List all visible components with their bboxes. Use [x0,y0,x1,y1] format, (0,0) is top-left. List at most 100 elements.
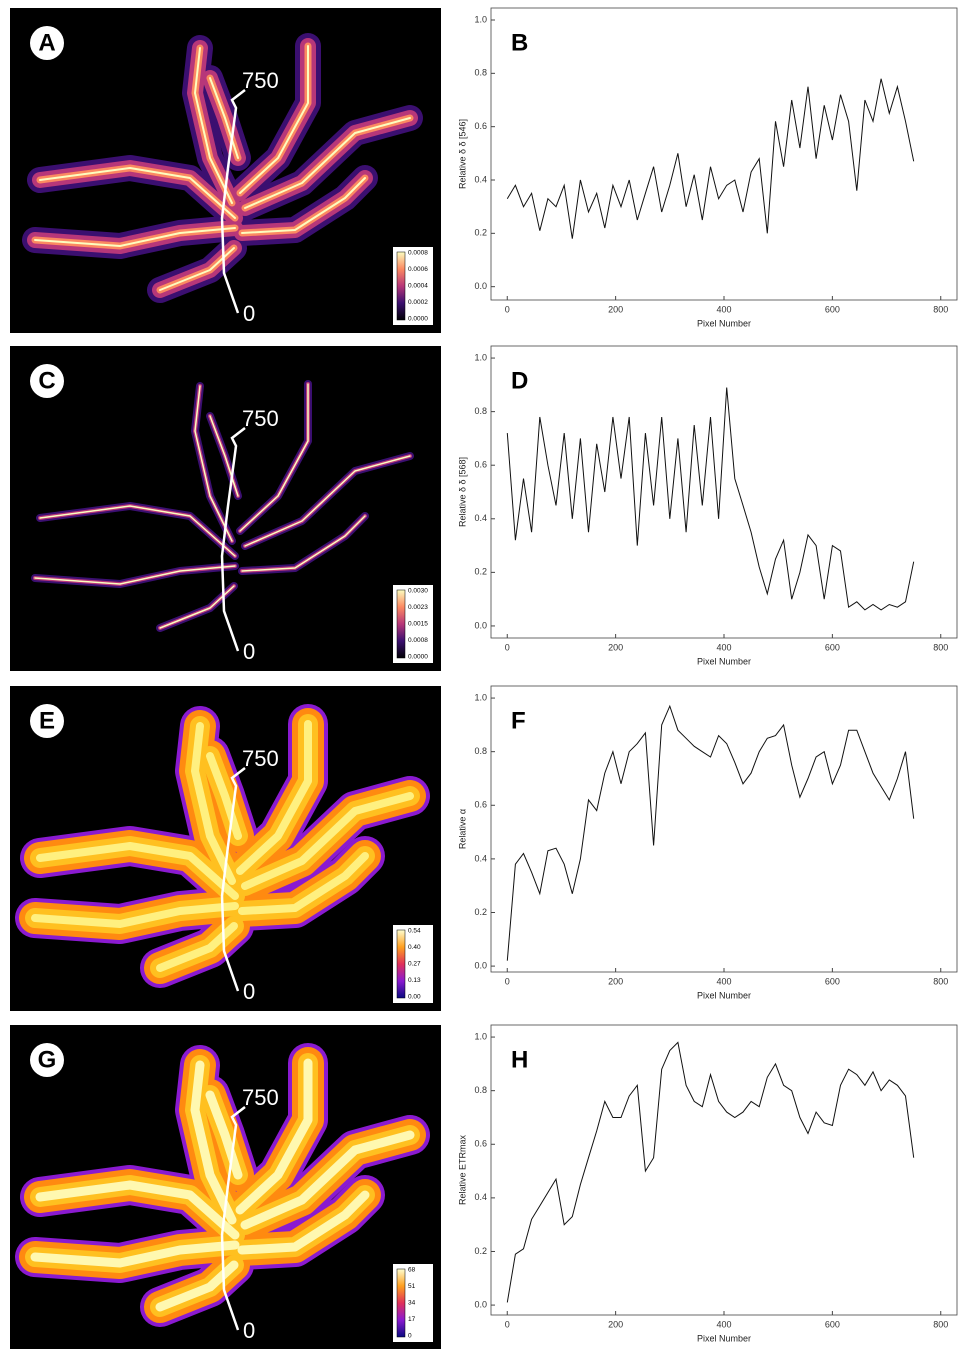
frond [206,752,242,840]
y-tick-label: 0.2 [474,228,487,238]
y-axis-label: Relative δ δ [568] [457,457,467,527]
x-tick-label: 600 [825,976,840,986]
x-tick-label: 800 [933,1319,948,1329]
plot-frame [490,685,958,973]
frond [235,1058,313,1215]
y-axis-label: Relative ETRmax [457,1134,467,1205]
frond [191,722,236,885]
x-tick-label: 200 [608,304,623,314]
transect-start-label: 0 [243,639,255,664]
y-tick-label: 0.8 [474,68,487,78]
frond [159,247,235,291]
colorbar [396,589,406,659]
y-tick-label: 0.2 [474,1246,487,1256]
x-tick-label: 800 [933,976,948,986]
frond [241,792,414,890]
transect-start-label: 0 [243,301,255,326]
y-tick-label: 0.2 [474,567,487,577]
image-panel: A 750 0 0.0008 0.0006 0.0004 0.0002 0.0000 [10,8,441,333]
x-axis-label: Pixel Number [697,318,751,328]
x-tick-label: 400 [716,1319,731,1329]
data-line [506,78,915,239]
colorbar-tick-label: 17 [408,1316,416,1323]
y-tick-label: 1.0 [474,1031,487,1041]
image-panel: C 750 0 0.0030 0.0023 0.0015 0.0008 0.0000 [10,346,441,671]
y-tick-label: 0.8 [474,746,487,756]
x-tick-label: 600 [825,642,840,652]
y-tick-label: 0.6 [474,460,487,470]
panel-label: F [511,707,526,734]
frond [236,720,312,875]
y-tick-label: 0.0 [474,620,487,630]
colorbar [396,251,406,321]
colorbar-tick-label: 0.0030 [408,588,428,595]
colorbar-tick-label: 0.0023 [408,604,428,611]
frond [155,1260,239,1312]
transect-end-label: 750 [242,746,279,771]
x-tick-label: 200 [608,976,623,986]
frond [39,505,236,557]
frond [194,385,233,542]
panel-label: G [38,1046,57,1073]
y-axis-label: Relative α [457,809,467,849]
transect-end-label: 750 [242,1085,279,1110]
chart: 0 200 400 600 800 0.0 0.2 0.4 0.6 0.8 1.0 Pixel Num… [457,685,958,1000]
transect-line [220,89,246,314]
x-axis-label: Pixel Number [697,656,751,666]
frond [240,1130,415,1230]
panel-label: H [511,1046,528,1073]
colorbar-tick-label: 0.54 [408,928,421,935]
frond [194,47,233,204]
plot-frame [490,345,958,639]
y-tick-label: 1.0 [474,692,487,702]
frond [205,1090,243,1180]
x-tick-label: 800 [933,304,948,314]
transect-line [220,767,246,992]
frond [34,227,236,247]
x-tick-label: 200 [608,1319,623,1329]
y-tick-label: 0.6 [474,1139,487,1149]
transect-start-label: 0 [243,1318,255,1343]
frond [209,415,239,497]
frond [39,167,236,219]
frond [156,922,238,972]
y-tick-label: 0.8 [474,1085,487,1095]
x-tick-label: 200 [608,642,623,652]
plot-frame [490,7,958,301]
y-tick-label: 1.0 [474,14,487,24]
panel-badge [30,1043,64,1077]
x-tick-label: 0 [505,304,510,314]
panel-label: B [511,29,528,56]
x-tick-label: 0 [505,642,510,652]
colorbar-tick-label: 0.0004 [408,283,428,290]
x-tick-label: 600 [825,304,840,314]
plot-frame [490,1024,958,1316]
colorbar-tick-label: 0.40 [408,944,421,951]
colorbar-tick-label: 0.0000 [408,316,428,323]
data-line [506,704,915,961]
frond [35,1180,240,1240]
colorbar-tick-label: 51 [408,1283,416,1290]
x-tick-label: 600 [825,1319,840,1329]
x-tick-label: 0 [505,976,510,986]
chart: 0 200 400 600 800 0.0 0.2 0.4 0.6 0.8 1.0 Pixel Num… [457,345,958,666]
colorbar [396,1268,406,1338]
x-tick-label: 800 [933,642,948,652]
frond [237,1190,370,1255]
frond [239,383,309,532]
x-tick-label: 0 [505,1319,510,1329]
panel-badge [30,364,64,398]
frond [238,852,369,915]
y-tick-label: 0.6 [474,121,487,131]
frond [239,45,309,194]
frond [244,455,411,547]
frond [241,177,366,234]
transect-line [220,427,246,652]
data-line [506,1041,915,1303]
colorbar-tick-label: 0 [408,1333,412,1340]
frond [190,1060,237,1225]
transect-start-label: 0 [243,979,255,1004]
x-axis-label: Pixel Number [697,990,751,1000]
y-tick-label: 0.0 [474,960,487,970]
colorbar-tick-label: 0.0008 [408,637,428,644]
